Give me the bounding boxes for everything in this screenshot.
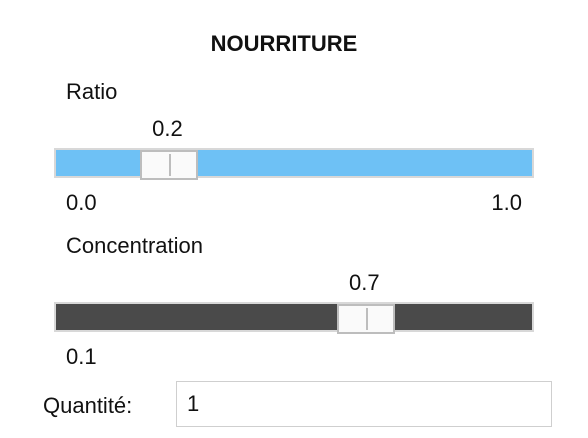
- ratio-min-label: 0.0: [66, 190, 97, 216]
- ratio-label: Ratio: [66, 79, 117, 105]
- quantity-label: Quantité:: [43, 393, 132, 419]
- ratio-slider[interactable]: [54, 148, 534, 178]
- concentration-slider-thumb[interactable]: [337, 304, 395, 334]
- ratio-slider-thumb[interactable]: [140, 150, 198, 180]
- ratio-max-label: 1.0: [491, 190, 522, 216]
- concentration-value-label: 0.7: [349, 270, 380, 296]
- concentration-slider[interactable]: [54, 302, 534, 332]
- panel-title: NOURRITURE: [0, 31, 568, 57]
- ratio-value-label: 0.2: [152, 116, 183, 142]
- concentration-min-label: 0.1: [66, 344, 97, 370]
- quantity-input[interactable]: [176, 381, 552, 427]
- concentration-label: Concentration: [66, 233, 203, 259]
